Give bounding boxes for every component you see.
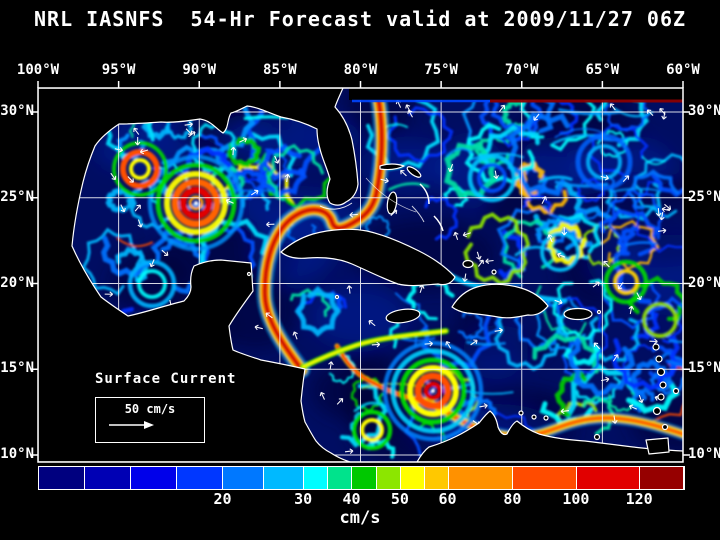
axis-tick-label: 25°N xyxy=(688,188,720,205)
scale-arrow-icon xyxy=(109,421,154,429)
puerto-rico-island xyxy=(563,307,593,321)
colorbar-tick-label: 60 xyxy=(438,490,457,508)
colorbar-tick-label: 80 xyxy=(503,490,522,508)
axis-tick-label: 10°N xyxy=(688,446,720,462)
colorbar-segment xyxy=(424,467,448,489)
colorbar-segment xyxy=(376,467,400,489)
colorbar-segment xyxy=(576,467,640,489)
colorbar-segment xyxy=(39,467,85,489)
axis-tick-label: 65°W xyxy=(585,62,620,78)
surface-current-label: Surface Current xyxy=(95,371,237,387)
axis-ticks xyxy=(31,81,690,456)
cuba-island xyxy=(280,228,456,287)
colorbar-segment xyxy=(400,467,424,489)
colorbar-segment xyxy=(448,467,513,489)
colorbar-segment xyxy=(328,467,352,489)
page-title: NRL IASNFS 54-Hr Forecast valid at 2009/… xyxy=(34,7,687,31)
colorbar-segment xyxy=(223,467,263,489)
axis-tick-label: 85°W xyxy=(263,62,297,78)
axis-tick-label: 70°W xyxy=(504,62,539,78)
graticule-layer xyxy=(38,88,683,462)
axis-tick-label: 25°N xyxy=(0,188,34,205)
colorbar-segment xyxy=(85,467,131,489)
map-scene xyxy=(38,88,683,462)
axis-tick-label: 75°W xyxy=(424,62,458,78)
colorbar-segment xyxy=(131,467,177,489)
axis-tick-label: 90°W xyxy=(182,62,217,78)
vector-scale-box: 50 cm/s xyxy=(95,397,205,443)
scale-value-label: 50 cm/s xyxy=(124,402,176,416)
axis-tick-label: 80°W xyxy=(343,62,378,78)
colorbar-segment xyxy=(513,467,576,489)
axis-tick-label: 30°N xyxy=(0,103,34,119)
axis-tick-label: 15°N xyxy=(0,360,34,377)
colorbar-tick-label: 40 xyxy=(342,490,361,508)
north-central-america-landmass xyxy=(38,88,359,462)
axis-tick-label: 30°N xyxy=(688,103,720,119)
axis-tick-label: 20°N xyxy=(0,274,34,291)
bank-contours-layer xyxy=(319,177,444,232)
jamaica-island xyxy=(385,308,421,324)
trinidad-island xyxy=(645,437,670,455)
colorbar-units-label: cm/s xyxy=(339,508,381,528)
colorbar-segment xyxy=(177,467,223,489)
colorbar-segment xyxy=(263,467,304,489)
land-layer xyxy=(38,88,683,462)
colorbar-tick-label: 100 xyxy=(562,490,590,508)
colorbar-tick-label: 30 xyxy=(294,490,313,508)
axis-tick-label: 60°W xyxy=(666,62,700,78)
axis-tick-label: 95°W xyxy=(101,62,136,78)
axis-tick-label: 100°W xyxy=(16,62,60,78)
axis-tick-label: 20°N xyxy=(688,274,720,291)
colorbar xyxy=(38,466,685,490)
colorbar-segment xyxy=(640,467,683,489)
axis-tick-label: 10°N xyxy=(0,446,34,462)
axis-tick-label: 15°N xyxy=(688,360,720,377)
south-america-landmass xyxy=(416,410,683,462)
colorbar-tick-label: 120 xyxy=(625,490,653,508)
colorbar-segment xyxy=(304,467,328,489)
model-domain-boundary xyxy=(349,88,683,100)
hispaniola-island xyxy=(451,283,549,319)
colorbar-tick-label: 20 xyxy=(213,490,232,508)
colorbar-tick-label: 50 xyxy=(390,490,409,508)
colorbar-segment xyxy=(352,467,376,489)
